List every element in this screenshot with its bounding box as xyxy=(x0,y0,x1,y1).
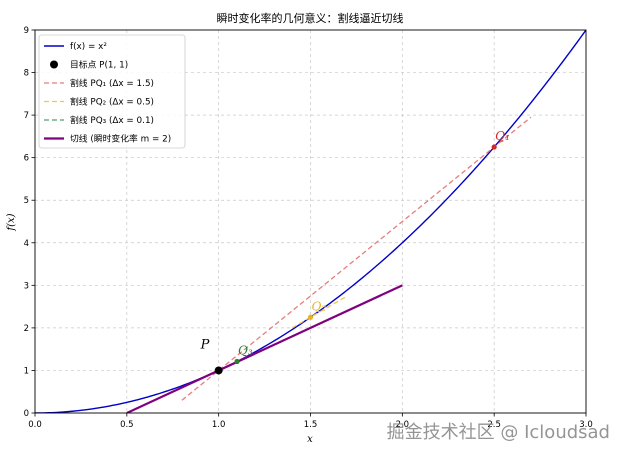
x-axis-label: x xyxy=(307,434,313,445)
x-tick-label: 1.0 xyxy=(212,420,226,430)
y-tick-label: 3 xyxy=(24,281,29,291)
secant-line xyxy=(181,116,532,401)
x-tick-label: 0.5 xyxy=(120,420,134,430)
q-point-label: Q₂ xyxy=(312,299,327,313)
y-tick-label: 1 xyxy=(24,366,29,376)
y-tick-label: 6 xyxy=(24,154,29,164)
y-tick-label: 8 xyxy=(24,69,29,79)
q-point xyxy=(307,314,314,320)
chart-title: 瞬时变化率的几何意义：割线逼近切线 xyxy=(217,11,404,25)
x-tick-label: 3.0 xyxy=(579,420,593,430)
q-point-label: Q₁ xyxy=(495,129,510,143)
y-tick-label: 7 xyxy=(24,111,29,121)
legend-label: 目标点 P(1, 1) xyxy=(70,59,128,71)
legend-label: f(x) = x² xyxy=(70,42,107,52)
secant-line xyxy=(291,295,348,329)
x-tick-label: 2.5 xyxy=(487,420,501,430)
y-tick-label: 9 xyxy=(24,26,29,36)
legend-swatch xyxy=(50,60,58,69)
legend-label: 割线 PQ₃ (Δx = 0.1) xyxy=(70,114,154,126)
x-tick-label: 0.0 xyxy=(28,420,42,430)
q-point xyxy=(491,144,497,150)
legend-box xyxy=(38,34,186,149)
y-tick-label: 2 xyxy=(24,324,29,334)
y-axis-label: f(x) xyxy=(6,213,17,231)
x-tick-label: 2.0 xyxy=(396,420,410,430)
y-tick-label: 0 xyxy=(24,409,29,419)
legend: f(x) = x² 目标点 P(1, 1) 割线 PQ₁ (Δx = 1.5) 割线 … xyxy=(38,34,186,149)
legend-label: 割线 PQ₂ (Δx = 0.5) xyxy=(70,96,154,108)
target-point xyxy=(214,366,223,375)
q-point-label: Q₃ xyxy=(238,344,253,358)
x-tick-label: 1.5 xyxy=(304,420,318,430)
legend-label: 切线 (瞬时变化率 m = 2) xyxy=(70,133,171,145)
q-point xyxy=(234,358,240,365)
target-point-label: P xyxy=(200,337,210,352)
y-tick-label: 5 xyxy=(24,196,29,206)
axes-frame xyxy=(34,29,587,414)
plot-area: 0.0 0.5 1.0 1.5 2.0 2.5 3.0 0 1 2 3 4 5 6 7 8 9 Q₁ Q₂ Q₃ P xyxy=(24,26,593,430)
y-tick-label: 4 xyxy=(24,239,29,249)
watermark: 掘金技术社区 @ Icloudsad xyxy=(387,422,610,443)
legend-label: 割线 PQ₁ (Δx = 1.5) xyxy=(70,77,154,89)
tangent-line xyxy=(126,284,403,413)
x-grid: 0.0 0.5 1.0 1.5 2.0 2.5 3.0 xyxy=(28,30,593,430)
